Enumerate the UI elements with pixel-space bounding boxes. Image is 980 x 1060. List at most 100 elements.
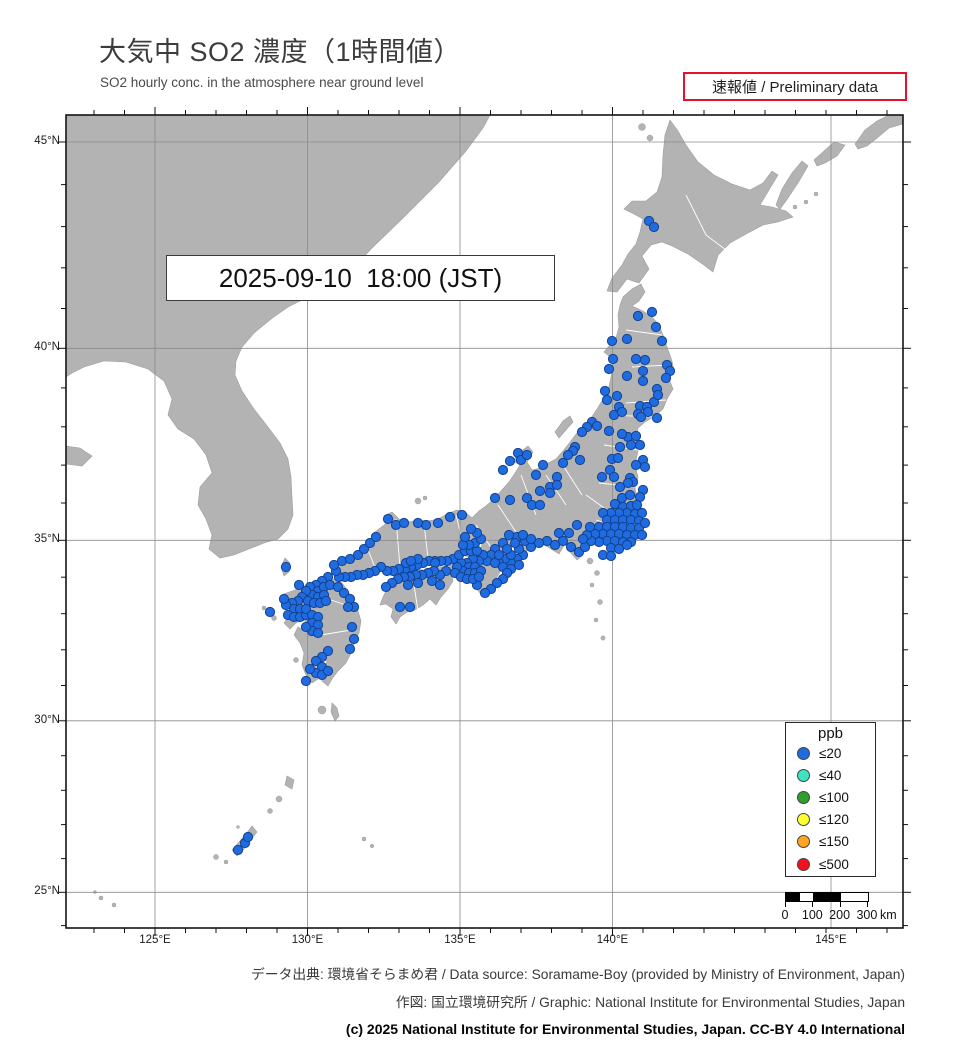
station-dot [657,336,666,345]
lon-tick-label: 145°E [801,934,861,946]
station-dot [638,376,647,385]
station-dot [622,371,631,380]
legend-item: ≤100 [786,786,875,808]
station-dot [445,512,454,521]
station-dot [617,429,626,438]
station-dot [566,542,575,551]
legend-item: ≤40 [786,764,875,786]
station-dot [505,456,514,465]
scale-bar-tick [867,901,868,907]
station-dot [349,634,358,643]
page-title: 大気中 SO2 濃度（1時間値） [99,30,461,69]
legend-color-dot [797,835,810,848]
station-dot [609,472,618,481]
station-dot [460,532,469,541]
station-dot [552,480,561,489]
small-island [237,826,240,829]
station-dot [305,664,314,673]
station-dot [498,465,507,474]
station-dot [504,530,513,539]
small-island [362,837,366,841]
station-dot [649,222,658,231]
station-dot [652,413,661,422]
station-dot [631,431,640,440]
station-dot [600,386,609,395]
lon-tick-label: 140°E [583,934,643,946]
scale-bar-tick-label: 200 [829,908,850,922]
lon-tick-label: 135°E [430,934,490,946]
station-dot [617,407,626,416]
lat-tick-label: 35°N [18,533,60,545]
station-dot [457,510,466,519]
station-dot [480,588,489,597]
station-dot [636,412,645,421]
station-dot [577,427,586,436]
station-dot [554,528,563,537]
legend-rows: ≤20≤40≤100≤120≤150≤500 [786,742,875,875]
scale-bar: 0100200300 km [780,886,920,926]
station-dot [494,550,503,559]
legend-color-dot [797,769,810,782]
scale-bar-segment [786,893,800,901]
station-dot [265,607,274,616]
station-dot [279,594,288,603]
scale-bar-segment [841,893,868,901]
station-dot [294,580,303,589]
station-dot [343,602,352,611]
station-dot [413,518,422,527]
station-dot [301,676,310,685]
station-dot [321,596,330,605]
station-dot [535,500,544,509]
station-dot [538,460,547,469]
data-source-line: データ出典: 環境省そらまめ君 / Data source: Soramame-… [251,963,905,983]
small-island [814,192,818,196]
station-dot [607,336,616,345]
lon-tick-label: 130°E [278,934,338,946]
lat-tick-label: 30°N [18,714,60,726]
lat-tick-label: 40°N [18,341,60,353]
station-dot [466,524,475,533]
small-island [214,855,219,860]
station-dot [635,440,644,449]
station-dot [597,472,606,481]
scale-bar-segment [800,893,814,901]
station-dot [612,391,621,400]
legend-color-dot [797,747,810,760]
station-dot [381,582,390,591]
station-dot [608,354,617,363]
station-dot [575,455,584,464]
legend-item: ≤150 [786,831,875,853]
station-dot [526,534,535,543]
station-dot [474,572,483,581]
small-island [99,896,103,900]
station-dot [653,390,662,399]
station-dot [371,532,380,541]
station-dot [323,666,332,675]
small-island [594,618,598,622]
legend-item-label: ≤40 [819,768,841,783]
small-island [804,200,808,204]
station-dot [604,364,613,373]
small-island [793,205,797,209]
station-dot [505,495,514,504]
station-dot [622,540,631,549]
small-island [415,498,421,504]
station-dot [395,602,404,611]
scale-bar-tick [785,901,786,907]
japan-map: 2025-09-10 18:00 (JST) 45°N40°N35°N30°N2… [66,115,903,928]
station-dot [345,644,354,653]
legend-item-label: ≤120 [819,812,849,827]
station-dot [633,311,642,320]
legend-box: ppb ≤20≤40≤100≤120≤150≤500 [785,722,876,877]
station-dot [522,450,531,459]
lat-tick-label: 45°N [18,135,60,147]
small-island [224,860,228,864]
station-dot [615,442,624,451]
station-dot [626,440,635,449]
legend-color-dot [797,858,810,871]
station-dot [347,622,356,631]
station-dot [564,528,573,537]
small-island [595,571,600,576]
scale-bar-unit: km [880,908,897,922]
small-island [276,796,282,802]
